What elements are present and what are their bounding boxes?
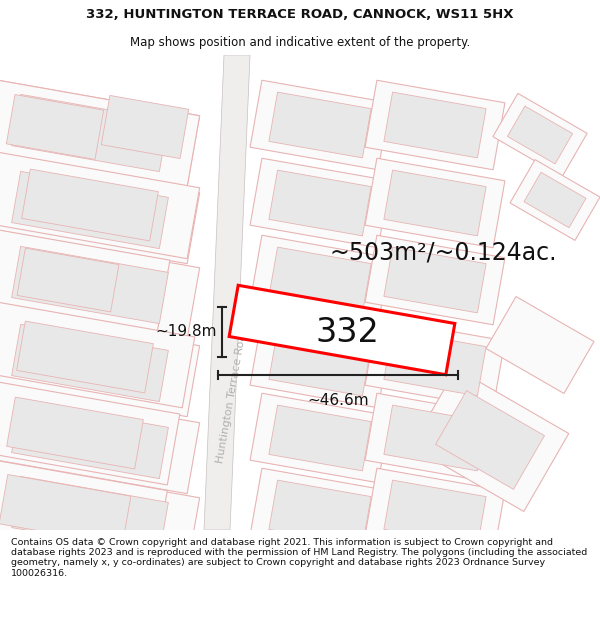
Polygon shape — [508, 106, 572, 164]
Polygon shape — [11, 94, 169, 172]
Polygon shape — [384, 480, 486, 546]
Polygon shape — [0, 151, 200, 259]
Polygon shape — [384, 330, 486, 396]
Polygon shape — [17, 248, 119, 312]
Polygon shape — [0, 302, 195, 408]
Polygon shape — [269, 405, 371, 471]
Polygon shape — [524, 173, 586, 228]
Polygon shape — [269, 330, 371, 396]
Polygon shape — [384, 247, 486, 313]
Polygon shape — [11, 171, 169, 249]
Polygon shape — [204, 55, 250, 530]
Polygon shape — [493, 93, 587, 177]
Polygon shape — [22, 169, 158, 241]
Polygon shape — [250, 158, 390, 248]
Polygon shape — [0, 386, 200, 494]
Polygon shape — [250, 468, 390, 558]
Polygon shape — [11, 324, 169, 402]
Polygon shape — [11, 476, 169, 554]
Polygon shape — [365, 468, 505, 558]
Polygon shape — [384, 170, 486, 236]
Polygon shape — [250, 235, 390, 325]
Text: ~19.8m: ~19.8m — [155, 324, 217, 339]
Polygon shape — [17, 321, 154, 393]
Polygon shape — [486, 296, 594, 394]
Polygon shape — [0, 231, 200, 339]
Text: 332: 332 — [315, 316, 379, 349]
Polygon shape — [365, 80, 505, 170]
Polygon shape — [0, 461, 200, 569]
Polygon shape — [250, 80, 390, 170]
Polygon shape — [0, 156, 200, 264]
Polygon shape — [365, 393, 505, 482]
Polygon shape — [101, 96, 189, 159]
Polygon shape — [250, 393, 390, 482]
Text: Contains OS data © Crown copyright and database right 2021. This information is : Contains OS data © Crown copyright and d… — [11, 538, 587, 578]
Text: ~503m²/~0.124ac.: ~503m²/~0.124ac. — [330, 241, 557, 265]
Polygon shape — [7, 397, 143, 469]
Polygon shape — [269, 92, 371, 158]
Polygon shape — [436, 391, 544, 489]
Polygon shape — [0, 474, 131, 546]
Polygon shape — [365, 318, 505, 408]
Polygon shape — [0, 459, 167, 561]
Polygon shape — [384, 92, 486, 158]
Text: ~46.6m: ~46.6m — [307, 393, 369, 408]
Polygon shape — [0, 229, 170, 331]
Polygon shape — [0, 309, 200, 417]
Polygon shape — [365, 235, 505, 325]
Text: 332, HUNTINGTON TERRACE ROAD, CANNOCK, WS11 5HX: 332, HUNTINGTON TERRACE ROAD, CANNOCK, W… — [86, 8, 514, 21]
Polygon shape — [229, 285, 455, 375]
Polygon shape — [250, 318, 390, 408]
Text: Huntington Terrace Road: Huntington Terrace Road — [215, 326, 249, 464]
Polygon shape — [269, 170, 371, 236]
Text: Map shows position and indicative extent of the property.: Map shows position and indicative extent… — [130, 36, 470, 49]
Polygon shape — [384, 405, 486, 471]
Polygon shape — [11, 401, 169, 479]
Polygon shape — [11, 246, 169, 324]
Polygon shape — [7, 94, 104, 159]
Polygon shape — [0, 79, 200, 187]
Polygon shape — [510, 159, 600, 241]
Polygon shape — [411, 369, 569, 511]
Polygon shape — [269, 480, 371, 546]
Polygon shape — [0, 381, 180, 485]
Polygon shape — [269, 247, 371, 313]
Polygon shape — [0, 79, 200, 187]
Polygon shape — [365, 158, 505, 248]
